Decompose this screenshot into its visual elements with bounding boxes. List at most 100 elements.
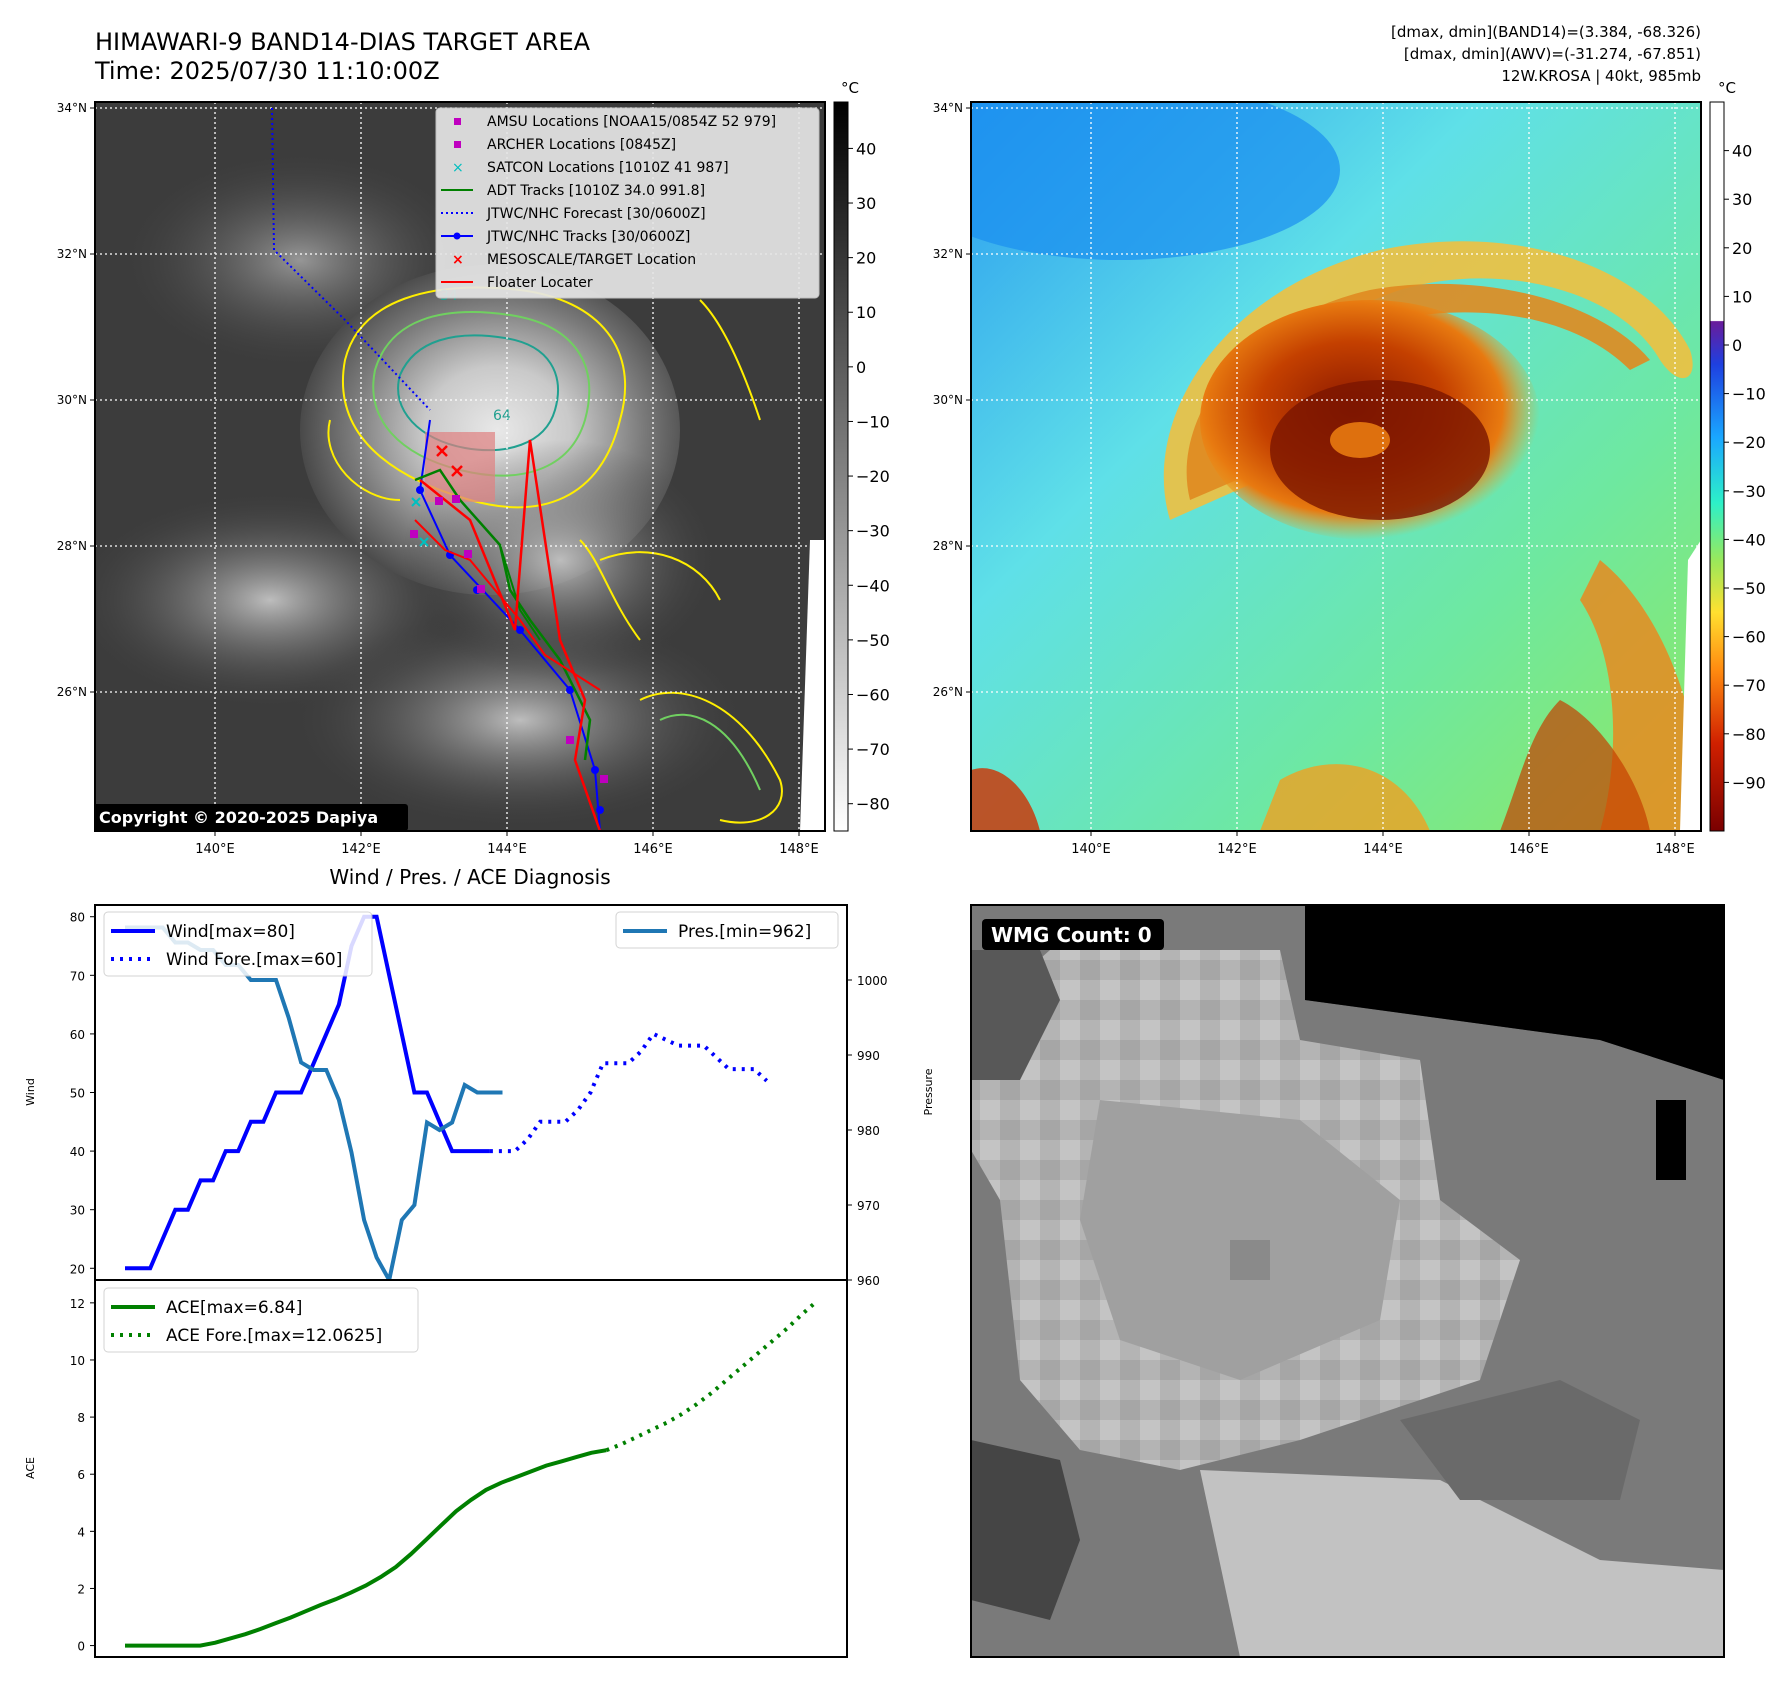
legend-satcon-marker: × bbox=[452, 160, 464, 176]
wmg-count-badge: WMG Count: 0 bbox=[991, 923, 1152, 947]
ir-colorbar-tick: 10 bbox=[856, 303, 876, 322]
awv-colorbar: °C 40 30 20 10 0 −10 −20 −30 −40 −50 −60 −70 −80 −90 bbox=[1709, 79, 1766, 832]
ir-lat-ticks: 34°N 32°N 30°N 28°N 26°N bbox=[57, 101, 95, 699]
info-band14: [dmax, dmin](BAND14)=(3.384, -68.326) bbox=[1391, 23, 1701, 41]
figure-title: HIMAWARI-9 BAND14-DIAS TARGET AREA bbox=[95, 28, 591, 56]
pressure-y-tick: 970 bbox=[857, 1199, 880, 1213]
awv-colorbar-tick: −90 bbox=[1732, 773, 1766, 792]
awv-lon-tick-label: 144°E bbox=[1363, 842, 1403, 857]
ace-y-tick: 6 bbox=[77, 1468, 85, 1482]
awv-colorbar-tick: −20 bbox=[1732, 433, 1766, 452]
wind-y-tick: 60 bbox=[70, 1028, 85, 1042]
ir-lon-tick-label: 142°E bbox=[341, 842, 381, 857]
legend-wind: Wind[max=80] bbox=[166, 922, 295, 942]
ir-colorbar-tick: −40 bbox=[856, 576, 890, 595]
wind-legend: Wind[max=80] Wind Fore.[max=60] bbox=[103, 911, 373, 977]
info-storm: 12W.KROSA | 40kt, 985mb bbox=[1501, 67, 1701, 85]
legend-satcon: SATCON Locations [1010Z 41 987] bbox=[487, 160, 729, 176]
awv-colorbar-tick: −10 bbox=[1732, 385, 1766, 404]
awv-colorbar-tick: 30 bbox=[1732, 190, 1752, 209]
figure-time: Time: 2025/07/30 11:10:00Z bbox=[94, 57, 440, 85]
series-ace-max-line bbox=[125, 1448, 607, 1648]
ir-map-panel: 34 64 bbox=[94, 101, 826, 832]
info-awv: [dmax, dmin](AWV)=(-31.274, -67.851) bbox=[1404, 45, 1701, 63]
pressure-y-tick: 980 bbox=[857, 1124, 880, 1138]
pressure-legend: Pres.[min=962] bbox=[615, 911, 839, 949]
awv-lon-tick-label: 146°E bbox=[1509, 842, 1549, 857]
ir-lat-tick-label: 32°N bbox=[57, 247, 87, 261]
awv-colorbar-tick: 10 bbox=[1732, 287, 1752, 306]
awv-lon-ticks: 140°E 142°E 144°E 146°E 148°E bbox=[1071, 831, 1695, 857]
pressure-y-tick: 1000 bbox=[857, 974, 888, 988]
wind-y-tick: 80 bbox=[70, 911, 85, 925]
ir-colorbar-tick: −60 bbox=[856, 685, 890, 704]
awv-colorbar-tick: 40 bbox=[1732, 142, 1752, 161]
series-ace-fore-max-line bbox=[605, 1299, 819, 1453]
wind-y-tick: 40 bbox=[70, 1145, 85, 1159]
ir-colorbar-tick: −20 bbox=[856, 467, 890, 486]
ace-y-tick: 12 bbox=[70, 1297, 85, 1311]
wind-pressure-chart: 20 30 40 50 60 70 80 960 970 980 990 1000 Wind Pres… bbox=[24, 904, 935, 1288]
legend-ace-fore: ACE Fore.[max=12.0625] bbox=[166, 1326, 382, 1346]
awv-colorbar-tick: −40 bbox=[1732, 530, 1766, 549]
contour-label-64: 64 bbox=[493, 408, 511, 424]
ir-lat-tick-label: 30°N bbox=[57, 393, 87, 407]
ir-colorbar-unit: °C bbox=[841, 79, 859, 97]
legend-mesoscale: MESOSCALE/TARGET Location bbox=[487, 252, 696, 268]
awv-colorbar-tick: −70 bbox=[1732, 676, 1766, 695]
ir-lon-tick-label: 140°E bbox=[195, 842, 235, 857]
awv-colorbar-tick: −50 bbox=[1732, 579, 1766, 598]
ir-colorbar-tick: −80 bbox=[856, 795, 890, 814]
awv-colorbar-tick: 20 bbox=[1732, 239, 1752, 258]
awv-lon-tick-label: 140°E bbox=[1071, 842, 1111, 857]
awv-lat-tick-label: 30°N bbox=[933, 393, 963, 407]
ace-axis-label: ACE bbox=[24, 1457, 37, 1479]
legend-adt: ADT Tracks [1010Z 34.0 991.8] bbox=[487, 183, 705, 199]
legend-ace: ACE[max=6.84] bbox=[166, 1298, 302, 1318]
series-wind-max-line bbox=[125, 914, 490, 1271]
ir-colorbar-tick: −10 bbox=[856, 412, 890, 431]
ir-lat-tick-label: 26°N bbox=[57, 685, 87, 699]
ace-chart: 0 2 4 6 8 10 12 ACE ACE[max=6.84] ACE Fore.[ma… bbox=[24, 1279, 848, 1658]
awv-lon-tick-label: 142°E bbox=[1217, 842, 1257, 857]
awv-lat-tick-label: 32°N bbox=[933, 247, 963, 261]
awv-lat-tick-label: 34°N bbox=[933, 101, 963, 115]
copyright-badge: Copyright © 2020-2025 Dapiya bbox=[99, 808, 378, 827]
wind-y-tick: 50 bbox=[70, 1087, 85, 1101]
legend-jtwc-tracks: JTWC/NHC Tracks [30/0600Z] bbox=[486, 229, 690, 245]
legend-mesoscale-marker: × bbox=[452, 252, 464, 268]
ace-y-tick: 2 bbox=[77, 1582, 85, 1596]
awv-lat-tick-label: 26°N bbox=[933, 685, 963, 699]
awv-colorbar-tick: −30 bbox=[1732, 482, 1766, 501]
ir-colorbar-tick: −50 bbox=[856, 631, 890, 650]
pressure-y-tick: 960 bbox=[857, 1274, 880, 1288]
ir-colorbar: °C 40 30 20 10 0 −10 −20 −30 −40 −50 −60 −70 −80 bbox=[833, 79, 890, 832]
ace-y-tick: 8 bbox=[77, 1411, 85, 1425]
ace-legend: ACE[max=6.84] ACE Fore.[max=12.0625] bbox=[103, 1287, 419, 1353]
awv-colorbar-tick: −80 bbox=[1732, 725, 1766, 744]
wind-axis-label: Wind bbox=[24, 1078, 37, 1106]
series-wind-fore-max-line bbox=[489, 1031, 769, 1154]
wind-y-tick: 20 bbox=[70, 1262, 85, 1276]
legend-jtwc-forecast: JTWC/NHC Forecast [30/0600Z] bbox=[486, 206, 706, 222]
ir-lon-tick-label: 144°E bbox=[487, 842, 527, 857]
awv-colorbar-tick: −60 bbox=[1732, 628, 1766, 647]
ace-y-tick: 0 bbox=[77, 1640, 85, 1654]
wmg-panel: WMG Count: 0 bbox=[970, 904, 1725, 1658]
ir-lon-ticks: 140°E 142°E 144°E 146°E 148°E bbox=[195, 831, 819, 857]
ir-lat-tick-label: 34°N bbox=[57, 101, 87, 115]
ir-lon-tick-label: 146°E bbox=[633, 842, 673, 857]
ir-colorbar-tick: 40 bbox=[856, 139, 876, 158]
wind-y-tick: 30 bbox=[70, 1204, 85, 1218]
legend-wind-fore: Wind Fore.[max=60] bbox=[166, 950, 342, 970]
awv-colorbar-unit: °C bbox=[1718, 79, 1736, 97]
ir-legend: AMSU Locations [NOAA15/0854Z 52 979] ARC… bbox=[441, 114, 776, 291]
pressure-y-tick: 990 bbox=[857, 1049, 880, 1063]
diagnosis-title: Wind / Pres. / ACE Diagnosis bbox=[329, 865, 610, 889]
ir-colorbar-tick: −30 bbox=[856, 522, 890, 541]
ace-y-tick: 10 bbox=[70, 1354, 85, 1368]
awv-lon-tick-label: 148°E bbox=[1655, 842, 1695, 857]
ir-lon-tick-label: 148°E bbox=[779, 842, 819, 857]
ir-colorbar-tick: −70 bbox=[856, 740, 890, 759]
